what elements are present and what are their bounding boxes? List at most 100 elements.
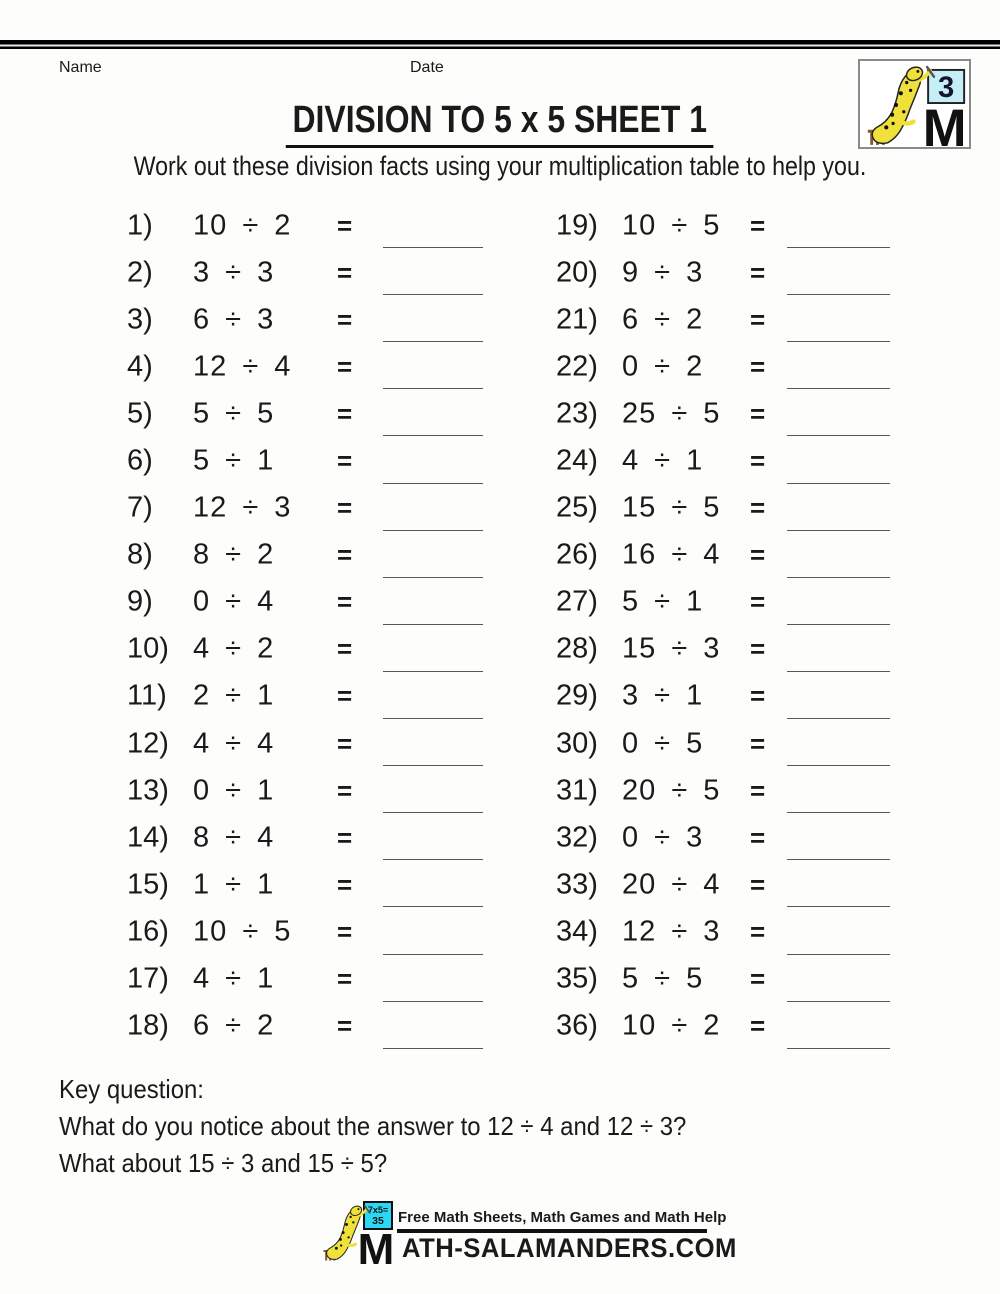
problem-expression: 3 ÷ 1 bbox=[622, 679, 704, 712]
problem-number: 32) bbox=[556, 821, 598, 854]
problem-number: 22) bbox=[556, 350, 598, 383]
answer-line[interactable] bbox=[787, 718, 890, 720]
answer-line[interactable] bbox=[787, 576, 890, 578]
problem-expression: 15 ÷ 5 bbox=[622, 491, 721, 524]
answer-line[interactable] bbox=[787, 953, 890, 955]
name-label: Name bbox=[59, 59, 102, 76]
equals-sign: = bbox=[750, 351, 766, 382]
equals-sign: = bbox=[750, 633, 766, 664]
footer-tagline: Free Math Sheets, Math Games and Math He… bbox=[398, 1209, 727, 1226]
answer-line[interactable] bbox=[787, 765, 890, 767]
answer-line[interactable] bbox=[787, 341, 890, 343]
problem-expression: 4 ÷ 2 bbox=[193, 632, 275, 665]
problem-expression: 15 ÷ 3 bbox=[622, 632, 721, 665]
answer-line[interactable] bbox=[787, 670, 890, 672]
problem-number: 12) bbox=[127, 727, 169, 760]
problem-expression: 5 ÷ 1 bbox=[193, 444, 275, 477]
answer-line[interactable] bbox=[787, 623, 890, 625]
problem-expression: 0 ÷ 4 bbox=[193, 585, 275, 618]
problem-number: 1) bbox=[127, 209, 153, 242]
equals-sign: = bbox=[750, 539, 766, 570]
problem-row: 5) 5 ÷ 5 = bbox=[0, 390, 1000, 437]
answer-line[interactable] bbox=[787, 1047, 890, 1049]
problem-number: 29) bbox=[556, 679, 598, 712]
problem-row: 31) 20 ÷ 5 = bbox=[0, 767, 1000, 814]
salamander-writing-icon: 3 M bbox=[867, 65, 967, 147]
key-question-line2: What about 15 ÷ 3 and 15 ÷ 5? bbox=[59, 1148, 388, 1178]
answer-line[interactable] bbox=[383, 953, 483, 955]
equals-sign: = bbox=[337, 680, 353, 711]
problem-row: 19) 10 ÷ 5 = bbox=[0, 202, 1000, 249]
answer-line[interactable] bbox=[383, 247, 483, 249]
answer-line[interactable] bbox=[787, 294, 890, 296]
answer-line[interactable] bbox=[787, 812, 890, 814]
problem-expression: 10 ÷ 5 bbox=[622, 209, 721, 242]
answer-line[interactable] bbox=[787, 1000, 890, 1002]
answer-line[interactable] bbox=[383, 906, 483, 908]
problem-number: 36) bbox=[556, 1009, 598, 1042]
equals-sign: = bbox=[750, 822, 766, 853]
problem-number: 10) bbox=[127, 632, 169, 665]
problem-row: 6) 5 ÷ 1 = bbox=[0, 437, 1000, 484]
answer-line[interactable] bbox=[383, 812, 483, 814]
answer-line[interactable] bbox=[383, 294, 483, 296]
answer-line[interactable] bbox=[787, 388, 890, 390]
problem-expression: 20 ÷ 4 bbox=[622, 868, 721, 901]
problem-row: 13) 0 ÷ 1 = bbox=[0, 767, 1000, 814]
answer-line[interactable] bbox=[383, 388, 483, 390]
problem-expression: 0 ÷ 2 bbox=[622, 350, 704, 383]
key-question-line1: What do you notice about the answer to 1… bbox=[59, 1111, 687, 1141]
answer-line[interactable] bbox=[383, 341, 483, 343]
problem-row: 35) 5 ÷ 5 = bbox=[0, 956, 1000, 1003]
answer-line[interactable] bbox=[383, 576, 483, 578]
problem-row: 7) 12 ÷ 3 = bbox=[0, 485, 1000, 532]
footer-rule bbox=[397, 1229, 707, 1233]
equals-sign: = bbox=[750, 492, 766, 523]
answer-line[interactable] bbox=[383, 482, 483, 484]
answer-line[interactable] bbox=[383, 435, 483, 437]
equals-sign: = bbox=[337, 916, 353, 947]
problem-row: 29) 3 ÷ 1 = bbox=[0, 673, 1000, 720]
answer-line[interactable] bbox=[383, 765, 483, 767]
footer-site-text: ATH-SALAMANDERS.COM bbox=[402, 1233, 737, 1263]
problem-expression: 1 ÷ 1 bbox=[193, 868, 275, 901]
equals-sign: = bbox=[750, 1010, 766, 1041]
problem-row: 21) 6 ÷ 2 = bbox=[0, 296, 1000, 343]
answer-line[interactable] bbox=[383, 718, 483, 720]
equals-sign: = bbox=[750, 398, 766, 429]
problem-expression: 4 ÷ 1 bbox=[193, 962, 275, 995]
answer-line[interactable] bbox=[383, 529, 483, 531]
answer-line[interactable] bbox=[383, 859, 483, 861]
problem-expression: 8 ÷ 2 bbox=[193, 538, 275, 571]
problem-row: 17) 4 ÷ 1 = bbox=[0, 956, 1000, 1003]
answer-line[interactable] bbox=[383, 1000, 483, 1002]
problem-expression: 0 ÷ 1 bbox=[193, 774, 275, 807]
answer-line[interactable] bbox=[787, 482, 890, 484]
problem-row: 8) 8 ÷ 2 = bbox=[0, 532, 1000, 579]
problem-expression: 5 ÷ 5 bbox=[193, 397, 275, 430]
problem-expression: 25 ÷ 5 bbox=[622, 397, 721, 430]
problem-row: 23) 25 ÷ 5 = bbox=[0, 390, 1000, 437]
top-divider-bar bbox=[0, 40, 1000, 49]
answer-line[interactable] bbox=[383, 670, 483, 672]
problem-row: 33) 20 ÷ 4 = bbox=[0, 861, 1000, 908]
answer-line[interactable] bbox=[787, 859, 890, 861]
answer-line[interactable] bbox=[787, 906, 890, 908]
answer-line[interactable] bbox=[383, 623, 483, 625]
problem-expression: 20 ÷ 5 bbox=[622, 774, 721, 807]
problem-number: 28) bbox=[556, 632, 598, 665]
problem-row: 2) 3 ÷ 3 = bbox=[0, 249, 1000, 296]
problems-column-right: 19) 10 ÷ 5 = 20) 9 ÷ 3 = 21) 6 ÷ 2 = 22) 0 ÷ 2 = 23)… bbox=[0, 202, 1000, 1050]
badge-m-letter: M bbox=[923, 99, 967, 147]
answer-line[interactable] bbox=[383, 1047, 483, 1049]
key-question-block: Key question: What do you notice about t… bbox=[59, 1071, 741, 1182]
answer-line[interactable] bbox=[787, 435, 890, 437]
problem-number: 13) bbox=[127, 774, 169, 807]
instruction-text: Work out these division facts using your… bbox=[133, 151, 867, 181]
answer-line[interactable] bbox=[787, 529, 890, 531]
problem-number: 23) bbox=[556, 397, 598, 430]
logo-m-letter: M bbox=[358, 1225, 395, 1266]
answer-line[interactable] bbox=[787, 247, 890, 249]
key-question-heading: Key question: bbox=[59, 1074, 204, 1104]
